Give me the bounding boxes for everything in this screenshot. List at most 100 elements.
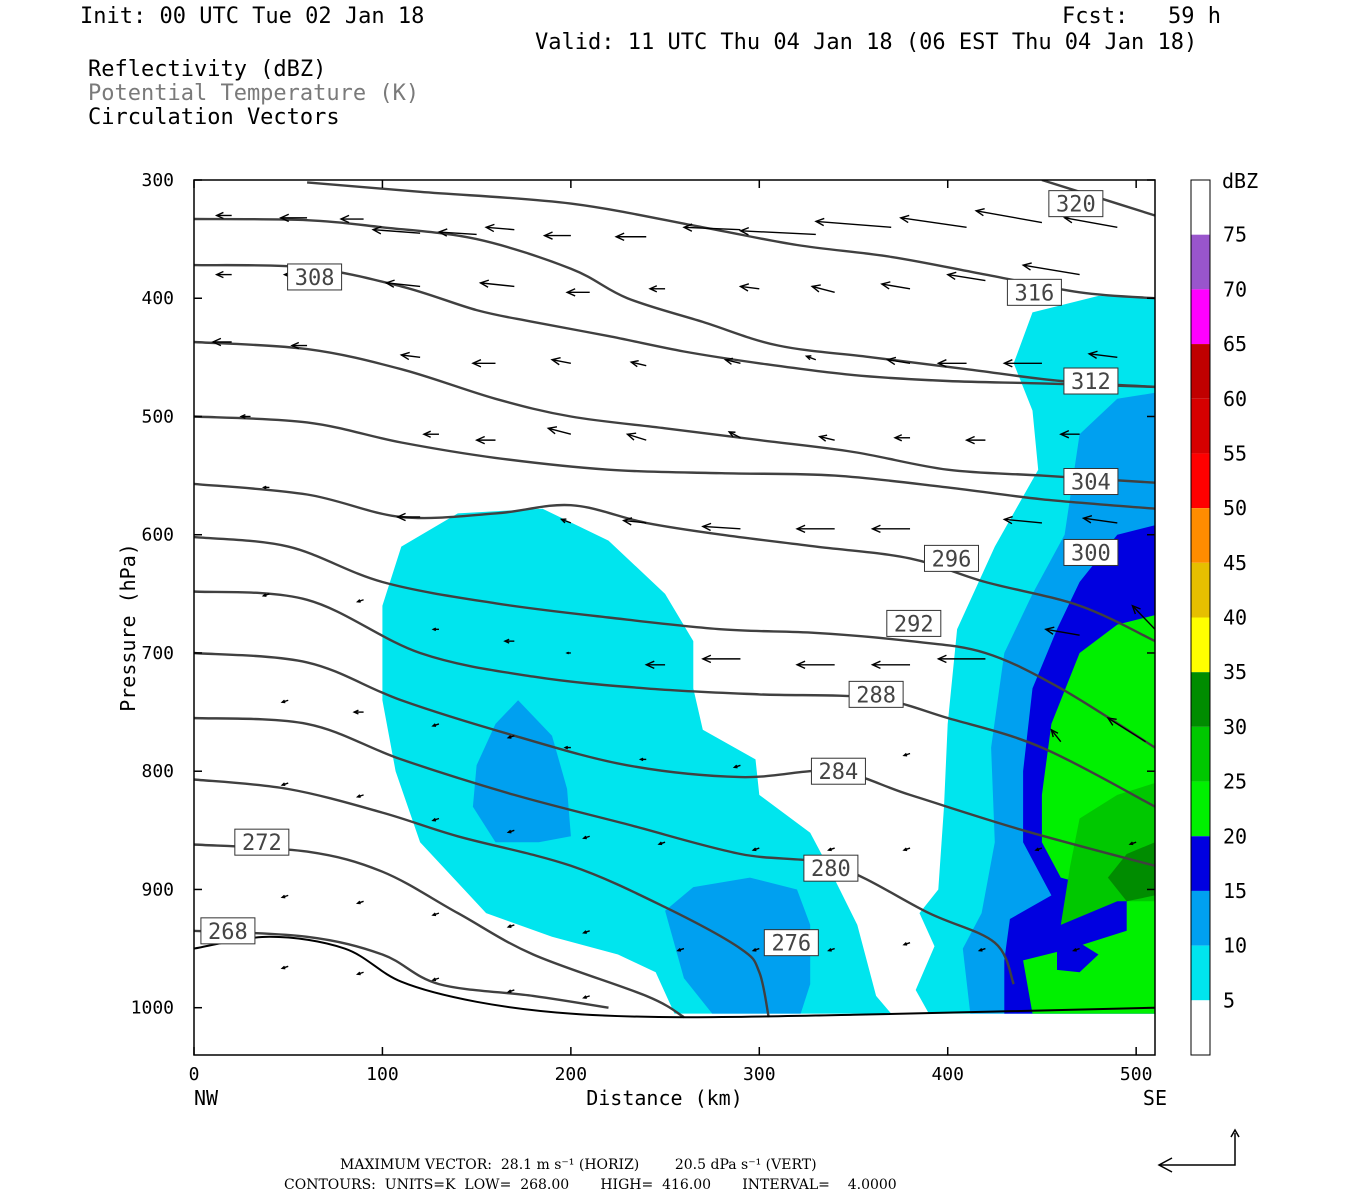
circulation-vector [194,960,195,962]
colorbar-tick-label: 30 [1223,715,1247,739]
circulation-vector [629,359,647,368]
circulation-vector [638,757,647,762]
theta-contour-288 [194,590,1155,808]
reference-vector-head-left [1157,1157,1173,1173]
theta-label-box-316 [1006,278,1062,306]
circulation-vector [431,627,439,632]
circulation-vector [262,485,270,490]
circulation-vector [1072,947,1080,952]
colorbar-tick-label: 70 [1223,277,1247,301]
circulation-vector [506,989,515,993]
circulation-vector [290,341,308,350]
circulation-vector [814,217,892,228]
circulation-vector [738,226,816,236]
theta-contour-280 [194,716,1015,985]
circulation-vector [355,599,364,603]
circulation-vector [355,971,364,976]
circulation-vector [974,207,1043,224]
theta-label-312: 312 [1071,370,1111,395]
colorbar-tick-label: 35 [1223,660,1247,684]
forecast-hour: Fcst: 59 h [1062,4,1221,29]
circulation-vector [352,709,364,715]
circulation-vector [795,524,835,534]
circulation-vector [723,357,741,365]
colorbar-tick-label: 20 [1223,824,1247,848]
theta-label-box-280 [803,854,859,882]
y-tick-label: 300 [141,170,174,191]
contour-note: CONTOURS: UNITS=K LOW= 268.00 HIGH= 416.… [284,1177,897,1193]
theta-label-300: 300 [1071,541,1111,566]
circulation-vector [870,524,911,534]
colorbar: 5 10 15 20 25 30 35 40 45 50 55 60 65 70 75 dBZ [1190,169,1258,1056]
circulation-vector [563,745,571,750]
circulation-vector [506,829,515,834]
circulation-vector [657,841,666,846]
theta-label-box-268 [200,917,256,945]
circulation-vector [542,231,571,240]
circulation-vector [625,432,647,441]
circulation-vector [384,279,421,288]
circulation-vector [1002,515,1043,525]
y-tick-label: 900 [141,879,174,900]
circulation-vector [885,356,911,366]
field-label-reflectivity: Reflectivity (dBZ) [88,57,327,82]
colorbar-frame [1190,179,1211,1056]
theta-label-box-304 [1063,468,1119,496]
y-tick-label: 700 [141,643,174,664]
circulation-vector [194,783,195,784]
circulation-vector [893,434,911,442]
colorbar-tick-label: 65 [1223,332,1247,356]
circulation-vector [1128,841,1137,846]
colorbar-segment [1191,562,1210,618]
reference-vector-lines [1159,1133,1236,1166]
theta-label-268: 268 [208,920,248,945]
circulation-vector [431,817,440,822]
circulation-vector [437,228,477,237]
circulation-vector [810,284,835,294]
circulation-vector [422,430,439,438]
circulation-vector [1021,262,1080,276]
circulation-vector [804,355,817,361]
theta-contour-312 [194,263,1155,389]
circulation-vector [559,518,572,524]
x-end-label-nw: NW [194,1086,219,1110]
y-tick-label: 600 [141,525,174,546]
colorbar-segment [1191,890,1210,946]
circulation-vector [1131,604,1155,630]
theta-label-288: 288 [856,683,896,708]
circulation-vector [902,847,911,852]
circulation-vector [1034,847,1043,852]
theta-contour-304 [194,340,1155,484]
axes-layer: 0 100 200 300 400 500 300 400 500 600 700 800 900 100… [116,170,1167,1110]
circulation-vector [936,654,986,664]
reflectivity-region-10dbz-2 [472,700,571,843]
circulation-vector [280,782,289,787]
theta-label-316: 316 [1015,281,1055,306]
circulation-vector [701,654,741,664]
circulation-vector [279,213,308,223]
theta-label-box-292 [886,609,942,637]
x-axis-label: Distance (km) [586,1086,743,1110]
circulation-vector [899,214,967,228]
theta-label-320: 320 [1056,193,1096,218]
theta-label-box-288 [848,680,904,708]
x-tick-label: 500 [1120,1064,1153,1085]
circulation-vector [964,435,986,445]
x-tick-label: 400 [931,1064,964,1085]
colorbar-tick-label: 15 [1223,879,1247,903]
y-axis-label: Pressure (hPa) [116,543,140,712]
circulation-vector [339,214,364,224]
theta-label-284: 284 [819,760,859,785]
circulation-vector [471,359,496,368]
theta-label-308: 308 [295,266,335,291]
circulation-vector [1044,626,1080,636]
reference-vector-head-up [1230,1128,1240,1138]
y-tick-label: 500 [141,406,174,427]
theta-label-304: 304 [1071,471,1111,496]
colorbar-segment [1191,945,1210,1001]
x-tick-label: 100 [366,1064,399,1085]
circulation-vector [214,270,232,279]
colorbar-tick-label: 60 [1223,387,1247,411]
circulation-vector [565,651,571,655]
colorbar-tick-label: 40 [1223,606,1247,630]
